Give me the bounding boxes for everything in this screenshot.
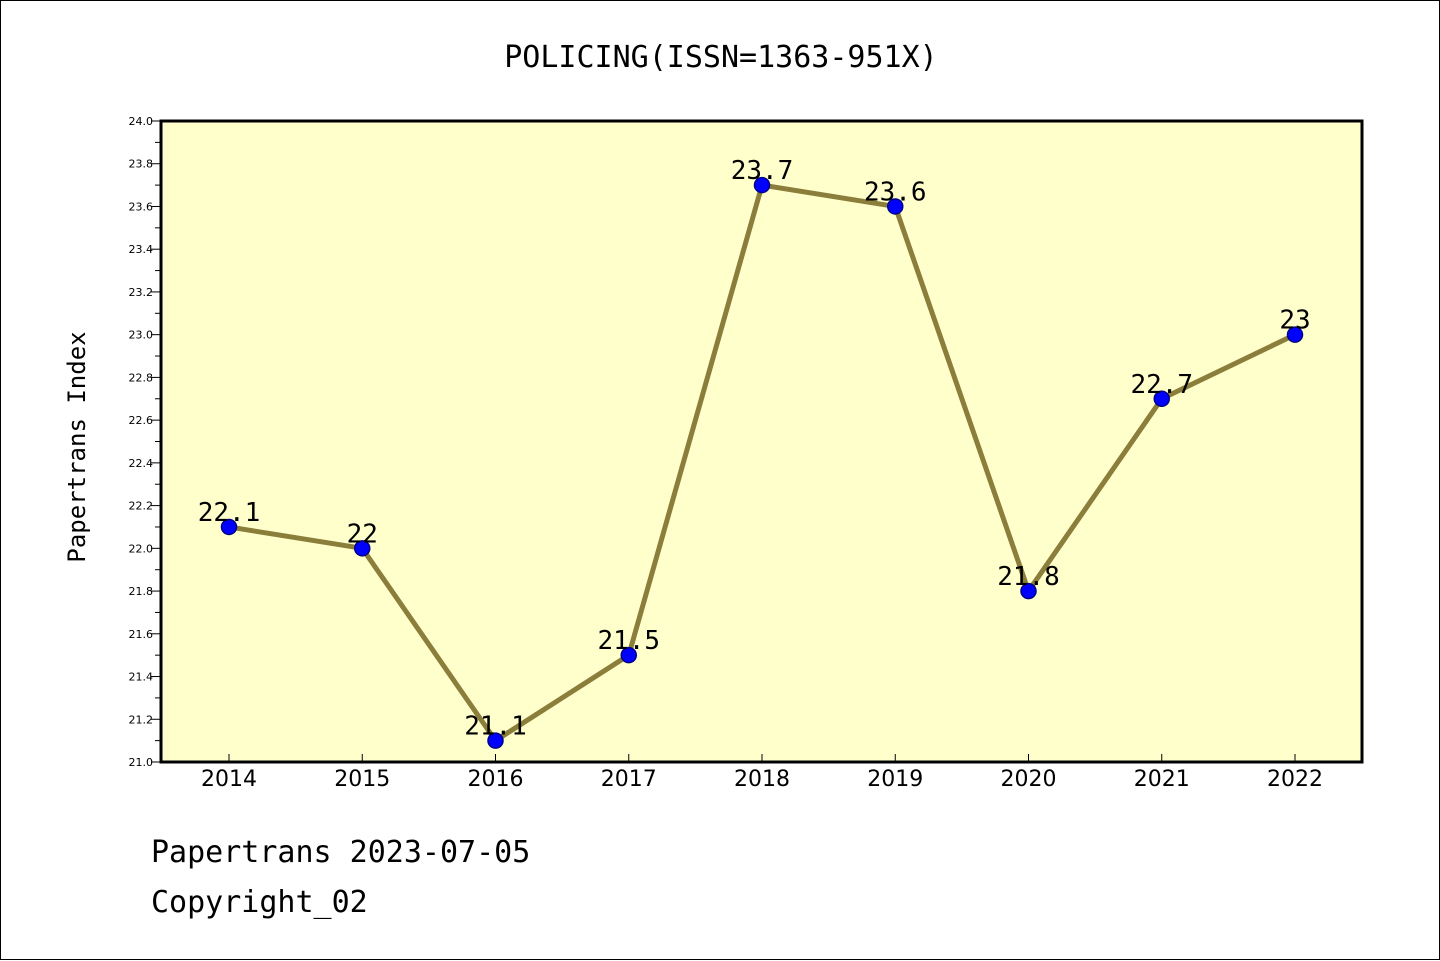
y-tick-label: 22.6 [129, 414, 154, 427]
y-tick-label: 23.8 [129, 158, 154, 171]
plot-area [159, 119, 1364, 764]
x-tick-label: 2018 [734, 767, 790, 792]
data-labels: 22.1 22 21.1 21.5 23.7 23.6 21.8 22.7 23 [198, 156, 1311, 742]
data-label: 22.1 [198, 498, 261, 528]
x-tick-label: 2022 [1267, 767, 1323, 792]
data-label: 22.7 [1130, 370, 1193, 400]
data-point [1153, 390, 1170, 408]
y-tick-label: 21.0 [129, 756, 154, 769]
data-series [220, 176, 1304, 749]
data-label: 21.8 [997, 562, 1060, 592]
data-point [354, 540, 371, 557]
y-tick-label: 21.6 [129, 628, 154, 641]
y-tick-label: 21.2 [129, 713, 154, 726]
y-tick-label: 21.8 [129, 585, 154, 598]
x-tick-label: 2014 [201, 767, 257, 792]
x-tick-label: 2019 [867, 767, 923, 792]
y-tick-label: 23.0 [129, 329, 154, 342]
data-point [1286, 326, 1304, 343]
x-tick-label: 2020 [1001, 767, 1057, 792]
y-tick-label: 22.8 [129, 371, 154, 384]
data-point [220, 518, 238, 536]
y-tick-label: 23.6 [129, 200, 154, 213]
y-axis-label: Papertrans Index [63, 331, 91, 562]
data-point [887, 198, 904, 215]
data-label: 21.1 [464, 712, 527, 742]
y-axis-ticks: 21.0 21.2 21.4 21.6 21.8 22.0 22.2 22.4 22.6 22.8… [129, 115, 161, 769]
data-point [753, 176, 771, 194]
y-tick-label: 22.4 [129, 457, 154, 470]
y-tick-label: 22.2 [129, 500, 154, 513]
data-point [1020, 582, 1037, 600]
x-tick-label: 2016 [468, 767, 524, 792]
x-axis-ticks: 2014 2015 2016 2017 2018 2019 2020 2021 2022 [201, 754, 1323, 792]
y-tick-label: 23.2 [129, 286, 154, 299]
data-label: 23 [1279, 306, 1310, 336]
y-tick-label: 23.4 [129, 243, 154, 256]
y-tick-label: 24.0 [129, 115, 154, 128]
data-point [487, 732, 504, 749]
chart-title: POLICING(ISSN=1363-951X) [504, 40, 937, 75]
x-tick-label: 2015 [334, 767, 390, 792]
data-label: 23.6 [864, 177, 927, 207]
footer-copyright: Copyright_02 [151, 885, 368, 920]
data-label: 22 [347, 519, 378, 549]
x-tick-label: 2017 [601, 767, 657, 792]
y-tick-label: 21.4 [129, 671, 154, 684]
data-label: 23.7 [731, 156, 794, 186]
x-tick-label: 2021 [1134, 767, 1190, 792]
y-tick-label: 22.0 [129, 542, 154, 555]
footer-date: Papertrans 2023-07-05 [151, 835, 531, 870]
data-label: 21.5 [597, 626, 660, 656]
data-point [620, 646, 637, 664]
